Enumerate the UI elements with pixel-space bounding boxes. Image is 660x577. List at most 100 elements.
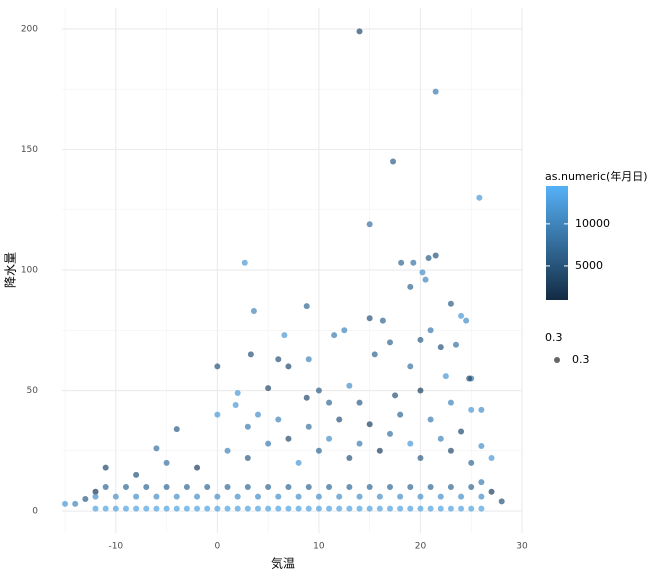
x-tick-label: 10: [313, 542, 325, 552]
point: [379, 317, 386, 324]
colorbar-label: 5000: [575, 259, 603, 272]
point: [102, 505, 109, 512]
point: [315, 387, 322, 394]
point: [285, 363, 292, 370]
point: [331, 332, 338, 339]
point: [478, 505, 485, 512]
point: [437, 505, 444, 512]
point: [254, 411, 261, 418]
point: [407, 363, 414, 370]
point: [214, 411, 221, 418]
color-legend-title: as.numeric(年月日): [545, 169, 648, 183]
y-tick-label: 0: [32, 507, 38, 517]
point: [72, 500, 79, 507]
point: [112, 493, 119, 500]
point: [410, 259, 417, 266]
point: [326, 505, 333, 512]
point: [356, 493, 363, 500]
point: [241, 259, 248, 266]
y-tick-label: 50: [27, 386, 39, 396]
point: [194, 505, 201, 512]
point: [458, 428, 465, 435]
point: [478, 493, 485, 500]
point: [427, 416, 434, 423]
point: [417, 387, 424, 394]
point: [407, 505, 414, 512]
point: [143, 483, 150, 490]
point: [356, 28, 363, 35]
point: [315, 493, 322, 500]
point: [476, 194, 483, 201]
point: [336, 416, 343, 423]
point: [92, 505, 99, 512]
point: [265, 483, 272, 490]
point: [204, 483, 211, 490]
point: [366, 483, 373, 490]
point: [432, 252, 439, 259]
point: [478, 406, 485, 413]
point: [153, 445, 160, 452]
point: [122, 505, 129, 512]
alpha-legend-label: 0.3: [572, 353, 590, 366]
point: [92, 488, 99, 495]
x-axis-title: 気温: [271, 556, 295, 571]
point: [224, 447, 231, 454]
point: [390, 158, 397, 165]
point: [285, 505, 292, 512]
x-tick-label: 20: [415, 542, 427, 552]
point: [417, 505, 424, 512]
point: [447, 399, 454, 406]
point: [133, 505, 140, 512]
point: [224, 483, 231, 490]
point: [398, 259, 405, 266]
point: [92, 493, 99, 500]
x-tick-label: 30: [516, 542, 528, 552]
point: [466, 375, 473, 382]
point: [346, 455, 353, 462]
point: [62, 500, 69, 507]
point: [447, 447, 454, 454]
point: [295, 505, 302, 512]
point: [447, 300, 454, 307]
point: [326, 483, 333, 490]
point: [224, 505, 231, 512]
point: [417, 493, 424, 500]
point: [366, 421, 373, 428]
point: [194, 493, 201, 500]
point: [458, 505, 465, 512]
point: [376, 447, 383, 454]
point: [275, 493, 282, 500]
point: [468, 459, 475, 466]
point: [422, 276, 429, 283]
point: [371, 351, 378, 358]
point: [392, 392, 399, 399]
point: [303, 394, 310, 401]
point: [303, 303, 310, 310]
point: [447, 483, 454, 490]
point: [397, 493, 404, 500]
point: [386, 339, 393, 346]
point: [305, 505, 312, 512]
point: [417, 455, 424, 462]
point: [82, 496, 89, 503]
point: [285, 483, 292, 490]
point: [437, 493, 444, 500]
point: [153, 505, 160, 512]
point: [407, 283, 414, 290]
point: [397, 505, 404, 512]
point: [244, 455, 251, 462]
point: [112, 505, 119, 512]
point: [417, 336, 424, 343]
point: [163, 483, 170, 490]
point: [234, 493, 241, 500]
point: [468, 505, 475, 512]
point: [285, 435, 292, 442]
point: [194, 464, 201, 471]
point: [315, 505, 322, 512]
point: [386, 505, 393, 512]
point: [427, 483, 434, 490]
point: [102, 483, 109, 490]
point: [305, 423, 312, 430]
point: [204, 505, 211, 512]
